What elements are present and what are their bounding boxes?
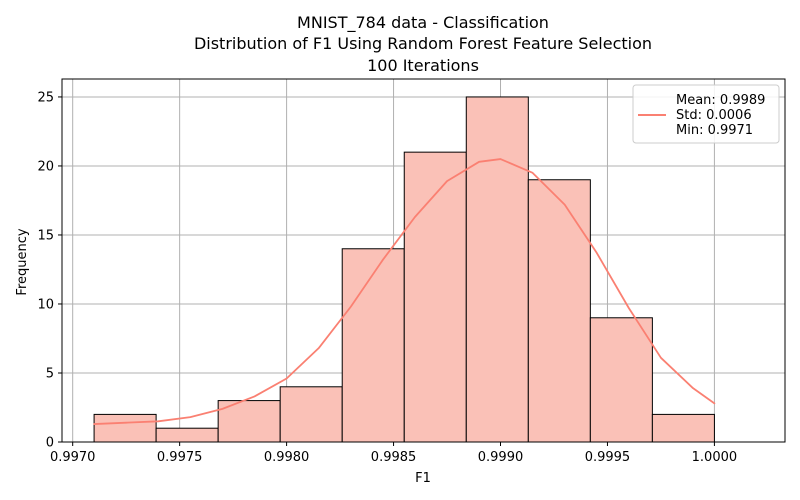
x-tick-label-6: 1.0000 [692, 450, 738, 465]
legend-box [632, 84, 780, 144]
histogram-bar-5 [403, 151, 467, 443]
x-tick-label-3: 0.9985 [371, 450, 417, 465]
histogram-bar-4 [341, 248, 405, 443]
y-tick-label-2: 10 [37, 297, 54, 312]
kde-curve [93, 158, 716, 425]
chart-title: MNIST_784 data - Classification Distribu… [194, 13, 652, 75]
chart-title-line-1: MNIST_784 data - Classification [297, 13, 549, 33]
x-axis-label: F1 [415, 471, 431, 486]
histogram-bar-6 [465, 96, 529, 443]
x-tick-label-5: 0.9995 [585, 450, 631, 465]
histogram-bar-3 [279, 386, 343, 443]
y-axis-label: Frequency [15, 228, 30, 295]
plot-area-frame [61, 78, 786, 443]
histogram-bar-0 [93, 413, 157, 443]
x-tick-label-4: 0.9990 [478, 450, 524, 465]
x-tick-label-0: 0.9970 [50, 450, 96, 465]
y-tick-label-3: 15 [37, 228, 54, 243]
legend: Mean: 0.9989 Std: 0.0006 Min: 0.9971 [632, 84, 780, 144]
y-tick-label-4: 20 [37, 159, 54, 174]
histogram-bar-8 [589, 317, 653, 443]
chart-title-line-3: 100 Iterations [367, 56, 479, 75]
y-tick-label-5: 25 [37, 90, 54, 105]
legend-line-mean: Mean: 0.9989 [676, 93, 765, 108]
legend-line-std: Std: 0.0006 [676, 108, 752, 123]
histogram-bars [93, 96, 715, 443]
chart-title-line-2: Distribution of F1 Using Random Forest F… [194, 34, 652, 53]
y-axis-ticks: 0 5 10 15 20 25 [37, 90, 62, 451]
y-tick-label-1: 5 [46, 366, 54, 381]
histogram-bar-9 [651, 413, 715, 443]
x-axis-ticks: 0.9970 0.9975 0.9980 0.9985 0.9990 0.9995 1.00… [50, 442, 737, 465]
kde-curve-group [93, 158, 716, 425]
y-tick-label-0: 0 [46, 436, 54, 451]
legend-line-min: Min: 0.9971 [676, 123, 753, 138]
x-tick-label-1: 0.9975 [157, 450, 203, 465]
histogram-bar-7 [527, 179, 591, 443]
histogram-bar-1 [155, 427, 219, 443]
x-tick-label-2: 0.9980 [264, 450, 310, 465]
